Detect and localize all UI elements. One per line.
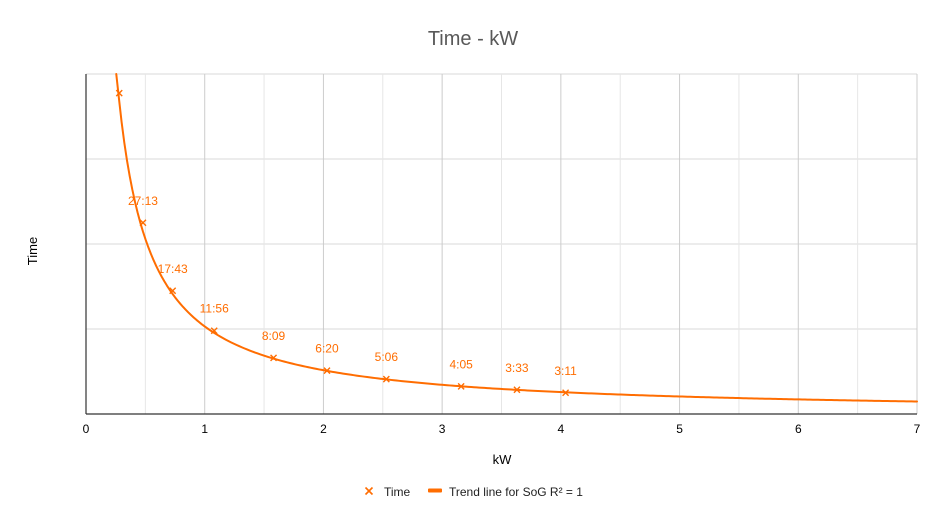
data-label: 11:56 <box>200 302 229 316</box>
data-point-x-stroke <box>382 375 390 383</box>
x-tick-layer: 0 1 2 3 4 5 6 7 <box>83 422 921 436</box>
data-point-x-stroke <box>457 382 465 390</box>
x-tick-label: 3 <box>439 422 446 436</box>
x-tick-label: 1 <box>201 422 208 436</box>
data-point-x-stroke <box>323 367 331 375</box>
data-point[interactable] <box>457 382 465 390</box>
data-point-x-stroke <box>513 386 521 394</box>
data-label: 3:11 <box>554 364 577 378</box>
x-tick-label: 5 <box>676 422 683 436</box>
data-point[interactable] <box>513 386 521 394</box>
chart-title: Time - kW <box>428 28 518 50</box>
x-axis-label: kW <box>493 452 513 467</box>
x-tick-label: 0 <box>83 422 90 436</box>
data-label: 3:33 <box>505 361 529 375</box>
data-point[interactable] <box>382 375 390 383</box>
data-point[interactable] <box>270 354 278 362</box>
y-axis-label: Time <box>25 237 40 265</box>
data-point-x-stroke <box>562 389 570 397</box>
data-point-x-stroke <box>210 327 218 335</box>
data-label: 4:05 <box>449 357 473 371</box>
data-point[interactable] <box>115 89 123 97</box>
legend-item-time[interactable]: Time <box>364 485 411 499</box>
legend-time-label: Time <box>384 485 411 499</box>
data-label: 5:06 <box>375 350 399 364</box>
data-point-x-stroke <box>139 219 147 227</box>
data-label: 17:43 <box>158 262 188 276</box>
data-point[interactable] <box>562 389 570 397</box>
legend: Time Trend line for SoG R² = 1 <box>364 485 583 499</box>
x-tick-label: 2 <box>320 422 327 436</box>
data-label: 27:13 <box>128 194 158 208</box>
data-point-x-stroke <box>169 287 177 295</box>
labels-layer: 27:13 17:43 11:56 8:09 6:20 5:06 4:05 3:33 3:11 <box>128 194 577 378</box>
data-point-x-stroke <box>270 354 278 362</box>
legend-item-trendline[interactable]: Trend line for SoG R² = 1 <box>428 485 583 499</box>
data-point-x-stroke <box>115 89 123 97</box>
x-tick-label: 4 <box>558 422 565 436</box>
data-point[interactable] <box>139 219 147 227</box>
legend-time-marker-icon <box>364 486 374 496</box>
legend-trendline-swatch-icon <box>428 488 442 493</box>
x-tick-label: 6 <box>795 422 802 436</box>
points-layer <box>115 89 570 397</box>
grid-layer <box>86 73 918 414</box>
legend-trendline-label: Trend line for SoG R² = 1 <box>449 485 583 499</box>
data-label: 6:20 <box>315 342 339 356</box>
x-tick-label: 7 <box>914 422 921 436</box>
axis-layer <box>85 74 917 415</box>
data-point[interactable] <box>169 287 177 295</box>
data-point[interactable] <box>210 327 218 335</box>
data-point[interactable] <box>323 367 331 375</box>
data-label: 8:09 <box>262 329 286 343</box>
